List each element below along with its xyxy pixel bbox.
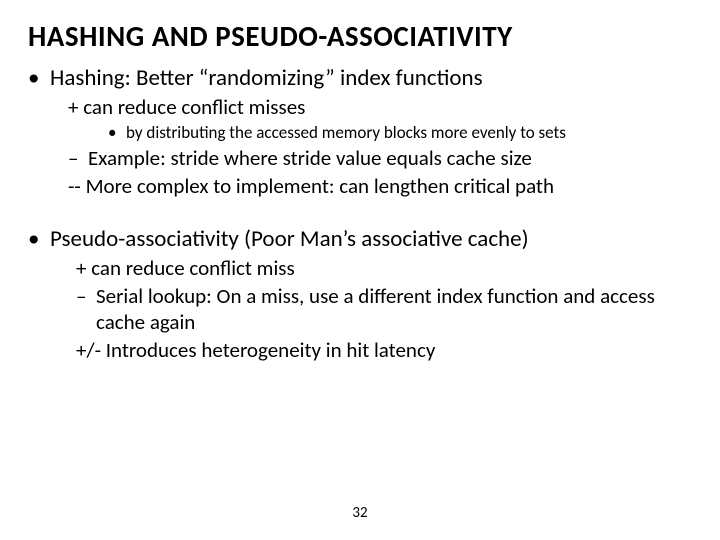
dash-icon: – xyxy=(68,145,88,171)
hashing-example-row: – Example: stride where stride value equ… xyxy=(68,145,692,171)
pseudo-serial: Serial lookup: On a miss, use a differen… xyxy=(96,283,692,335)
bullet-dot-icon: • xyxy=(28,225,50,253)
hashing-sub-row: • by distributing the accessed memory bl… xyxy=(108,122,692,143)
hashing-heading: Hashing: Better “randomizing” index func… xyxy=(50,64,483,92)
pseudo-plus: + can reduce conflict miss xyxy=(76,255,692,281)
bullet-dot-icon: • xyxy=(28,64,50,92)
hashing-minus: -- More complex to implement: can length… xyxy=(68,173,692,199)
hashing-sub: by distributing the accessed memory bloc… xyxy=(126,122,566,143)
hashing-plus: + can reduce conflict misses xyxy=(68,94,692,120)
bullet-hashing: • Hashing: Better “randomizing” index fu… xyxy=(28,64,692,92)
pseudo-hetero: +/- Introduces heterogeneity in hit late… xyxy=(76,337,692,363)
pseudo-block: • Pseudo-associativity (Poor Man’s assoc… xyxy=(28,225,692,363)
pseudo-heading: Pseudo-associativity (Poor Man’s associa… xyxy=(50,225,529,253)
page-number: 32 xyxy=(0,504,720,522)
dash-icon: – xyxy=(76,283,96,335)
bullet-dot-icon: • xyxy=(108,122,126,143)
slide-title: HASHING AND PSEUDO-ASSOCIATIVITY xyxy=(28,18,692,54)
pseudo-serial-row: – Serial lookup: On a miss, use a differ… xyxy=(76,283,692,335)
hashing-example: Example: stride where stride value equal… xyxy=(88,145,532,171)
slide: HASHING AND PSEUDO-ASSOCIATIVITY • Hashi… xyxy=(0,0,720,540)
bullet-pseudo: • Pseudo-associativity (Poor Man’s assoc… xyxy=(28,225,692,253)
